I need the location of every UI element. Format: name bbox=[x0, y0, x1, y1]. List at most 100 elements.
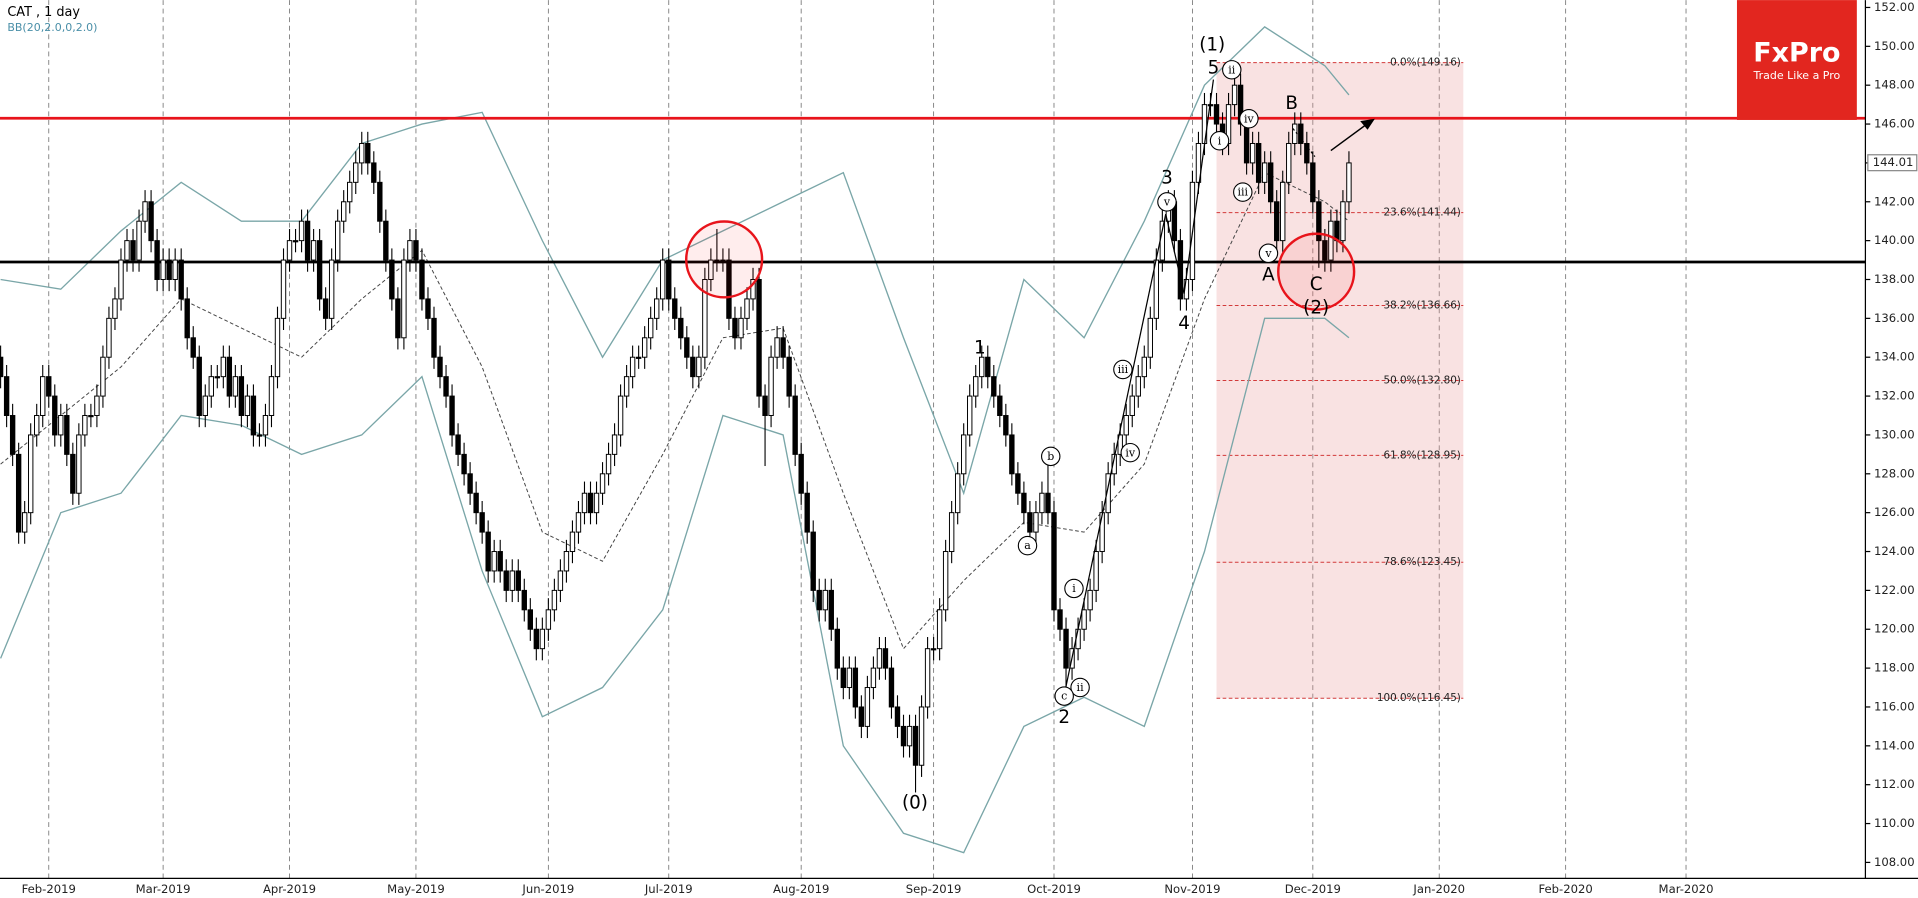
candle-body bbox=[1231, 84, 1238, 106]
candle-body bbox=[1340, 201, 1346, 242]
fib-label: 78.6%(123.45) bbox=[1384, 556, 1461, 568]
circled-wave-label: iii bbox=[1118, 363, 1129, 376]
wave-circle bbox=[1209, 131, 1230, 151]
candle-body bbox=[991, 376, 997, 397]
candle-body bbox=[696, 356, 702, 378]
candle-body bbox=[238, 376, 245, 416]
candle-body bbox=[1063, 628, 1069, 669]
bollinger-lower bbox=[0, 317, 1350, 854]
candle-body bbox=[720, 259, 726, 262]
candle-body bbox=[948, 512, 955, 553]
candle-body bbox=[985, 356, 991, 378]
candle-body bbox=[515, 570, 521, 591]
candle-body bbox=[334, 220, 341, 261]
y-tick-label: 136.00 bbox=[1874, 311, 1915, 325]
wave-circle bbox=[1070, 677, 1090, 698]
wave-label: 2 bbox=[1058, 707, 1070, 728]
y-tick-label: 114.00 bbox=[1874, 738, 1915, 752]
candle-body bbox=[780, 337, 786, 358]
y-tick-label: 112.00 bbox=[1874, 777, 1915, 791]
candle-body bbox=[485, 531, 491, 572]
forecast-arrow bbox=[1330, 123, 1368, 152]
x-tick-label: Dec-2019 bbox=[1285, 882, 1341, 896]
candle-body bbox=[443, 376, 449, 397]
candle-body bbox=[708, 259, 714, 280]
candle-body bbox=[94, 395, 100, 416]
x-tick-label: Jan-2020 bbox=[1412, 882, 1465, 896]
candle-body bbox=[166, 259, 172, 280]
candle-body bbox=[527, 609, 533, 630]
candle-body bbox=[900, 725, 907, 747]
candle-body bbox=[419, 259, 425, 300]
candle-body bbox=[1261, 162, 1268, 183]
candle-body bbox=[322, 298, 329, 319]
x-tick-label: May-2019 bbox=[387, 882, 445, 896]
candle-body bbox=[136, 220, 142, 261]
candle-body bbox=[521, 589, 527, 611]
x-tick-label: Feb-2020 bbox=[1538, 882, 1592, 896]
candle-body bbox=[148, 201, 154, 242]
candle-body bbox=[70, 453, 76, 494]
candle-body bbox=[882, 648, 889, 669]
candle-body bbox=[118, 259, 124, 300]
candle-body bbox=[202, 395, 208, 416]
candle-body bbox=[1328, 220, 1334, 261]
y-tick-label: 150.00 bbox=[1874, 39, 1915, 53]
candle-body bbox=[1003, 415, 1009, 436]
x-tick-label: Aug-2019 bbox=[773, 882, 829, 896]
candle-body bbox=[1099, 512, 1105, 553]
y-tick-label: 132.00 bbox=[1874, 389, 1915, 403]
candle-body bbox=[142, 201, 148, 222]
candle-body bbox=[1195, 142, 1202, 183]
candle-body bbox=[304, 220, 311, 261]
candle-body bbox=[359, 142, 365, 164]
candle-body bbox=[52, 395, 58, 436]
candle-body bbox=[954, 473, 961, 514]
candle-body bbox=[557, 570, 564, 591]
candle-body bbox=[1280, 181, 1286, 242]
circled-wave-label: v bbox=[1163, 196, 1171, 209]
candle-body bbox=[184, 298, 190, 339]
x-tick-label: Jun-2019 bbox=[521, 882, 574, 896]
candle-body bbox=[936, 609, 943, 650]
candle-body bbox=[611, 434, 618, 455]
circled-wave-label: c bbox=[1061, 690, 1067, 703]
candle-body bbox=[798, 453, 804, 494]
candle-body bbox=[918, 706, 925, 766]
candle-body bbox=[100, 356, 106, 397]
wave-label: C bbox=[1310, 274, 1323, 295]
candle-body bbox=[864, 687, 871, 727]
candle-body bbox=[1111, 453, 1117, 475]
wave-circle bbox=[1041, 446, 1061, 467]
last-price-box bbox=[1867, 154, 1918, 172]
y-tick-label: 130.00 bbox=[1874, 427, 1915, 441]
candle-body bbox=[1123, 415, 1129, 436]
wave-label: A bbox=[1262, 264, 1275, 285]
wave-label: 5 bbox=[1208, 58, 1220, 79]
candle-body bbox=[377, 181, 383, 222]
x-tick-label: Mar-2019 bbox=[136, 882, 191, 896]
candle-body bbox=[654, 298, 660, 319]
candle-body bbox=[1141, 356, 1147, 378]
candle-body bbox=[666, 259, 672, 300]
candle-body bbox=[316, 240, 323, 300]
candle-body bbox=[750, 279, 756, 300]
candle-body bbox=[413, 240, 419, 261]
candle-body bbox=[274, 317, 281, 378]
candle-body bbox=[804, 492, 810, 533]
candle-body bbox=[40, 376, 46, 416]
candle-body bbox=[924, 648, 931, 708]
circled-wave-label: ii bbox=[1077, 681, 1085, 694]
candle-body bbox=[220, 356, 227, 378]
wave-circle bbox=[1222, 60, 1242, 80]
candle-body bbox=[894, 706, 901, 727]
candle-body bbox=[690, 356, 696, 378]
candle-body bbox=[1213, 104, 1220, 125]
candle-body bbox=[1249, 142, 1256, 164]
wave-line bbox=[1183, 79, 1215, 294]
candle-body bbox=[810, 531, 816, 591]
candle-body bbox=[605, 453, 612, 475]
candle-body bbox=[744, 298, 750, 319]
candle-body bbox=[961, 434, 967, 475]
candle-body bbox=[262, 415, 269, 436]
